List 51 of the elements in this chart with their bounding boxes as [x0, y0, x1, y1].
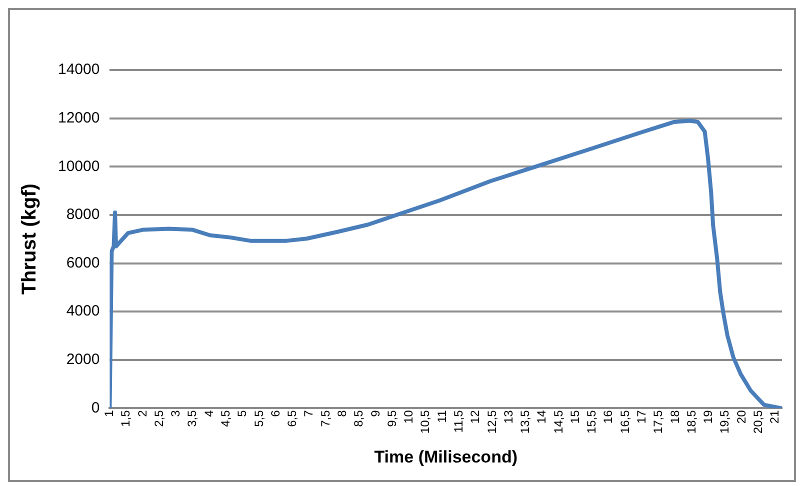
x-tick-label: 20 [734, 410, 748, 424]
y-tick-label: 2000 [66, 351, 100, 368]
y-tick-label: 6000 [66, 254, 100, 272]
x-axis-title: Time (Milisecond) [374, 447, 518, 466]
x-tick-label: 8,5 [352, 410, 366, 427]
x-tick-label: 15,5 [584, 410, 599, 434]
x-tick-label: 2 [135, 410, 150, 417]
x-tick-label: 19 [701, 410, 716, 424]
x-tick-label: 9,5 [384, 410, 399, 427]
x-tick-label: 16 [601, 410, 616, 424]
y-axis-title: Thrust (kgf) [18, 184, 41, 295]
x-tick-label: 11,5 [451, 410, 466, 433]
x-tick-label: 8 [334, 410, 349, 417]
x-tick-label: 14 [534, 410, 549, 424]
x-tick-label: 7 [302, 410, 316, 417]
x-tick-label: 15 [568, 410, 582, 424]
x-tick-label: 18 [668, 410, 682, 424]
x-tick-label: 18,5 [684, 410, 698, 434]
x-tick-label: 6 [268, 410, 282, 417]
x-tick-label: 4 [202, 410, 216, 417]
x-tick-label: 9 [368, 410, 382, 417]
x-tick-label: 3,5 [185, 410, 200, 427]
y-tick-label: 12000 [58, 109, 100, 126]
x-tick-label: 19,5 [718, 410, 732, 434]
x-tick-label: 5 [235, 410, 250, 417]
y-tick-label: 4000 [66, 302, 100, 320]
y-tick-label: 14000 [58, 61, 100, 78]
x-tick-label: 12 [468, 410, 482, 424]
x-tick-label: 6,5 [285, 410, 300, 427]
x-tick-label: 3 [168, 410, 183, 417]
x-tick-label: 20,5 [751, 410, 766, 434]
x-tick-label: 2,5 [152, 410, 166, 427]
x-tick-label: 10 [402, 410, 416, 424]
x-tick-label: 21 [768, 410, 782, 424]
x-tick-label: 17,5 [651, 410, 666, 434]
x-tick-label: 10,5 [418, 410, 432, 434]
x-tick-label: 16,5 [618, 410, 632, 434]
x-tick-label: 14,5 [551, 410, 566, 434]
y-tick-label: 8000 [66, 206, 100, 224]
x-tick-label: 13 [501, 410, 516, 424]
x-tick-label: 12,5 [484, 410, 499, 434]
x-tick-label: 11 [434, 410, 449, 423]
x-tick-label: 1,5 [118, 410, 133, 427]
y-tick-label: 0 [91, 399, 100, 416]
x-tick-label: 1 [102, 410, 116, 417]
x-tick-label: 7,5 [318, 410, 332, 427]
y-tick-label: 10000 [58, 158, 100, 175]
x-tick-label: 5,5 [252, 410, 266, 427]
x-tick-label: 13,5 [518, 410, 532, 434]
x-tick-label: 17 [634, 410, 649, 424]
x-tick-label: 4,5 [218, 410, 233, 427]
